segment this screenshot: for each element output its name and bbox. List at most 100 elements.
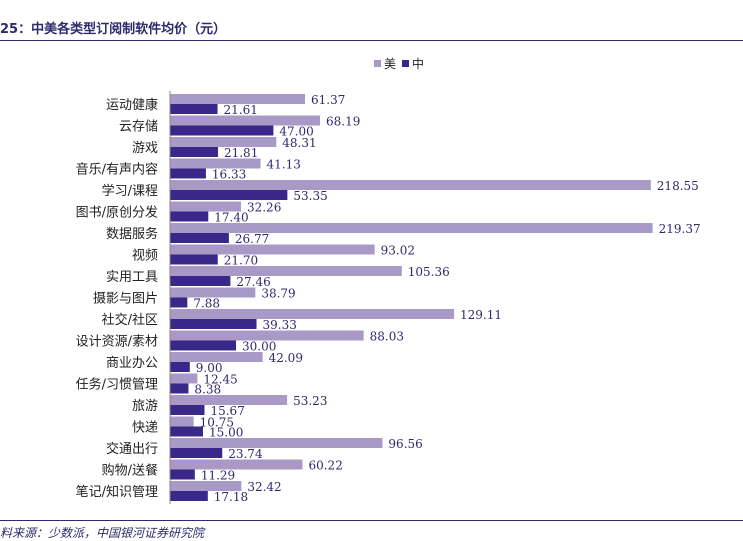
data-label-cn: 21.70 xyxy=(224,254,258,268)
bar-cn xyxy=(170,383,189,394)
bar-cn xyxy=(170,254,218,265)
bar-cn xyxy=(170,276,231,286)
bar-us xyxy=(170,373,198,384)
bar-us xyxy=(170,416,194,427)
category-label: 实用工具 xyxy=(106,270,158,285)
bar-cn xyxy=(170,340,236,351)
bar-us xyxy=(170,352,263,362)
category-label: 云存储 xyxy=(119,120,158,135)
bar-cn xyxy=(170,125,274,136)
legend-swatch-us xyxy=(374,60,381,67)
bar-cn xyxy=(170,426,203,437)
category-label: 笔记/知识管理 xyxy=(76,484,158,500)
category-label: 快递 xyxy=(132,421,158,436)
bar-cn xyxy=(170,147,218,157)
category-label: 社交/社区 xyxy=(102,312,158,328)
data-label-cn: 39.33 xyxy=(263,318,297,332)
category-label: 音乐/有声内容 xyxy=(76,162,158,178)
data-label-us: 48.31 xyxy=(282,136,316,150)
bar-us xyxy=(170,158,261,169)
data-label-us: 60.22 xyxy=(308,459,342,473)
bar-us xyxy=(170,115,321,126)
chart-legend: 美 中 xyxy=(374,55,424,72)
data-label-cn: 21.81 xyxy=(224,146,258,160)
category-label: 图书/原创分发 xyxy=(76,205,158,221)
category-label: 商业办公 xyxy=(106,356,158,371)
data-label-cn: 27.46 xyxy=(236,275,270,289)
data-label-us: 219.37 xyxy=(659,222,701,236)
category-label: 任务/习惯管理 xyxy=(76,377,158,393)
data-label-cn: 26.77 xyxy=(235,232,269,246)
data-label-us: 32.42 xyxy=(247,480,281,494)
data-label-us: 10.75 xyxy=(200,416,234,430)
data-label-cn: 8.38 xyxy=(194,383,221,397)
bar-cn xyxy=(170,469,195,480)
bar-us xyxy=(170,459,303,470)
data-label-cn: 7.88 xyxy=(193,297,220,311)
data-label-cn: 30.00 xyxy=(242,340,276,354)
bar-us xyxy=(170,201,241,212)
data-label-us: 96.56 xyxy=(388,437,422,451)
bar-us xyxy=(170,330,364,341)
data-label-cn: 11.29 xyxy=(201,469,235,483)
chart-title: 25：中美各类型订阅制软件均价（元） xyxy=(0,22,227,37)
source-note: 料来源：少数派，中国银河证券研究院 xyxy=(0,526,205,540)
legend-item-cn: 中 xyxy=(402,55,424,72)
category-label: 旅游 xyxy=(132,399,158,414)
legend-swatch-cn xyxy=(402,60,410,67)
data-label-us: 42.09 xyxy=(269,351,303,365)
data-label-us: 129.11 xyxy=(460,308,502,322)
bar-cn xyxy=(170,168,206,179)
data-label-cn: 47.00 xyxy=(279,125,313,139)
category-label: 学习/课程 xyxy=(102,183,158,199)
bar-us xyxy=(170,266,402,276)
bar-cn xyxy=(170,104,218,114)
data-label-cn: 53.35 xyxy=(293,189,327,203)
data-label-cn: 17.40 xyxy=(214,211,248,225)
bar-us xyxy=(170,287,256,298)
data-label-us: 105.36 xyxy=(408,265,450,279)
category-label: 设计资源/素材 xyxy=(76,335,158,350)
category-label: 视频 xyxy=(132,249,158,264)
category-label: 游戏 xyxy=(132,141,158,156)
bar-us xyxy=(170,223,653,233)
bar-us xyxy=(170,180,651,190)
bar-us xyxy=(170,395,288,405)
data-label-cn: 15.00 xyxy=(209,426,243,440)
data-label-us: 38.79 xyxy=(261,287,295,301)
data-label-us: 218.55 xyxy=(657,179,699,193)
bar-us xyxy=(170,438,383,448)
data-label-us: 68.19 xyxy=(326,115,360,129)
bar-cn xyxy=(170,297,188,308)
title-divider xyxy=(0,40,743,41)
bar-cn xyxy=(170,190,288,200)
bar-cn xyxy=(170,211,209,222)
data-label-cn: 9.00 xyxy=(196,361,223,375)
bar-us xyxy=(170,244,375,255)
legend-label-cn: 中 xyxy=(412,57,425,71)
category-label: 购物/送餐 xyxy=(102,463,158,479)
bar-us xyxy=(170,481,242,491)
data-label-cn: 15.67 xyxy=(210,404,244,418)
data-label-us: 61.37 xyxy=(311,93,345,107)
bar-us xyxy=(170,137,277,147)
bar-cn xyxy=(170,319,257,329)
bar-cn xyxy=(170,405,205,415)
legend-label-us: 美 xyxy=(384,57,397,71)
bar-cn xyxy=(170,448,223,458)
data-label-cn: 23.74 xyxy=(228,447,263,461)
category-label: 运动健康 xyxy=(106,97,158,113)
bar-us xyxy=(170,94,306,104)
bar-us xyxy=(170,309,455,319)
category-label: 交通出行 xyxy=(106,441,158,457)
data-label-us: 88.03 xyxy=(370,330,404,344)
data-label-us: 93.02 xyxy=(381,244,415,258)
bar-cn xyxy=(170,491,208,501)
category-label: 摄影与图片 xyxy=(93,292,158,307)
data-label-us: 12.45 xyxy=(203,373,237,387)
bar-cn xyxy=(170,233,229,243)
legend-item-us: 美 xyxy=(374,55,396,72)
data-label-cn: 16.33 xyxy=(212,168,246,182)
category-label: 数据服务 xyxy=(106,226,158,242)
